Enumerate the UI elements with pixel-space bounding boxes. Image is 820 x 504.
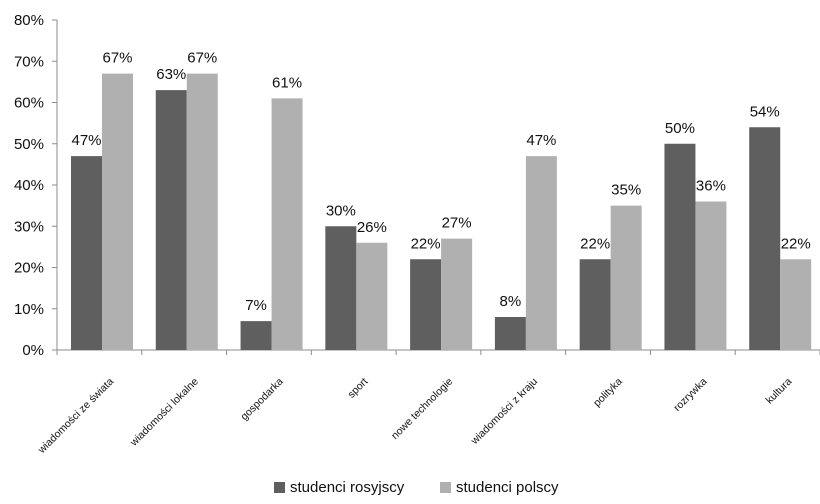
y-tick-label: 60% <box>14 95 44 112</box>
bar <box>102 73 133 350</box>
bar <box>240 321 272 350</box>
bar <box>664 143 696 350</box>
bar <box>610 205 642 350</box>
data-label: 22% <box>580 235 610 252</box>
bar <box>695 201 727 350</box>
y-axis: 0% 10% 20% 30% 40% 50% 60% 70% 80% <box>14 12 58 359</box>
y-tick-label: 20% <box>14 260 44 277</box>
data-label: 54% <box>750 103 780 120</box>
data-label: 22% <box>781 235 811 252</box>
x-axis <box>56 349 820 355</box>
category-label: wiadomości ze świata <box>35 376 116 457</box>
data-label: 27% <box>442 215 472 232</box>
category-label: sport <box>345 376 370 401</box>
bar <box>525 156 557 350</box>
data-label: 47% <box>71 132 101 149</box>
bar <box>441 238 473 350</box>
bar <box>356 242 388 350</box>
data-label: 36% <box>696 178 726 195</box>
bar <box>71 156 102 350</box>
data-label: 67% <box>102 50 132 67</box>
bar <box>155 90 187 350</box>
category-label: nowe technologie <box>389 376 455 442</box>
y-tick-label: 30% <box>14 218 44 235</box>
data-label: 67% <box>187 50 217 67</box>
bar <box>271 98 303 350</box>
data-label: 30% <box>326 202 356 219</box>
category-label: polityka <box>591 376 625 410</box>
data-label: 63% <box>156 66 186 83</box>
y-tick-label: 70% <box>14 53 44 70</box>
data-label: 22% <box>411 235 441 252</box>
data-label: 50% <box>665 120 695 137</box>
bar <box>780 259 812 350</box>
category-label: rozrywka <box>671 376 709 414</box>
legend-swatch <box>274 482 285 493</box>
bar <box>186 73 218 350</box>
category-label: kultura <box>764 376 795 407</box>
category-label: wiadomości lokalne <box>127 376 201 450</box>
y-tick-label: 0% <box>22 342 44 359</box>
data-label: 35% <box>611 182 641 199</box>
data-label: 61% <box>272 74 302 91</box>
y-tick-label: 40% <box>14 177 44 194</box>
y-tick-label: 10% <box>14 301 44 318</box>
category-label: gospodarka <box>238 376 285 423</box>
data-label: 47% <box>526 132 556 149</box>
bar <box>410 259 442 350</box>
y-tick-label: 80% <box>14 12 44 29</box>
bar <box>749 127 781 350</box>
bar <box>325 226 357 350</box>
data-labels: 47%67%63%67%7%61%30%26%22%27%8%47%22%35%… <box>71 50 810 315</box>
legend-label: studenci rosyjscy <box>290 479 405 496</box>
legend-label: studenci polscy <box>456 479 559 496</box>
legend: studenci rosyjscy studenci polscy <box>274 479 559 496</box>
bar <box>494 317 526 350</box>
bar <box>579 259 611 350</box>
y-tick-label: 50% <box>14 136 44 153</box>
category-labels: wiadomości ze świata wiadomości lokalne go… <box>35 376 794 457</box>
data-label: 7% <box>245 297 267 314</box>
data-label: 26% <box>357 219 387 236</box>
category-label: wiadomości z kraju <box>468 376 540 448</box>
bars <box>71 73 812 350</box>
legend-swatch <box>440 482 451 493</box>
data-label: 8% <box>500 293 522 310</box>
